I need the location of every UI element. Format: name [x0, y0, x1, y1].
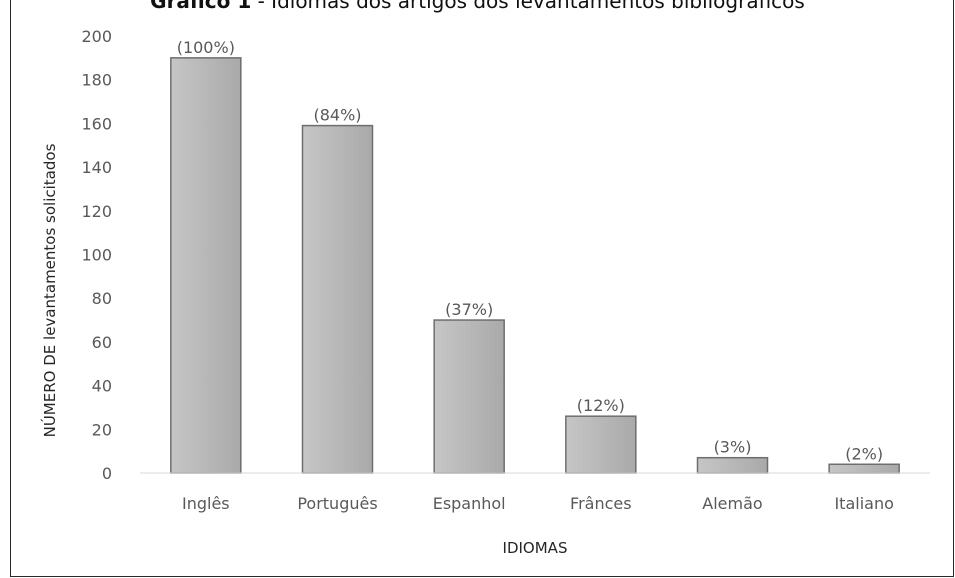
y-tick-label: 80	[92, 289, 112, 308]
bar	[828, 463, 900, 474]
y-tick-label: 0	[102, 464, 112, 483]
bar-data-label: (2%)	[845, 444, 883, 463]
bars	[170, 57, 900, 474]
y-tick-label: 20	[92, 420, 112, 439]
x-axis-title: IDIOMAS	[503, 539, 568, 557]
y-tick-label: 140	[81, 158, 112, 177]
chart-title-prefix: Gráfico 1	[150, 0, 252, 13]
x-axis-categories: Inglês Português Espanhol Frânces Alemão Ital…	[182, 494, 894, 513]
x-category-label: Espanhol	[433, 494, 506, 513]
x-category-label: Italiano	[834, 494, 893, 513]
y-tick-label: 40	[92, 377, 112, 396]
bar	[696, 456, 769, 474]
chart-title-text: - Idiomas dos artigos dos levantamentos …	[251, 0, 805, 13]
bar-data-label: (100%)	[177, 38, 235, 57]
bar	[170, 57, 242, 474]
bar	[433, 319, 505, 474]
bar-data-label: (84%)	[313, 106, 361, 125]
y-tick-label: 120	[81, 202, 112, 221]
y-tick-label: 180	[81, 71, 112, 90]
chart-frame	[10, 0, 954, 577]
x-category-label: Alemão	[702, 494, 762, 513]
chart-title: Gráfico 1 - Idiomas dos artigos dos leva…	[0, 0, 955, 11]
y-tick-label: 60	[92, 333, 112, 352]
bar	[565, 415, 637, 474]
bar-data-label: (37%)	[445, 300, 493, 319]
y-tick-label: 100	[81, 246, 112, 265]
y-tick-label: 160	[81, 114, 112, 133]
data-labels: (100%) (84%) (37%) (12%) (3%) (2%)	[177, 38, 883, 463]
bar-data-label: (3%)	[714, 438, 752, 457]
bar	[301, 124, 374, 474]
y-tick-label: 200	[81, 27, 112, 46]
x-category-label: Frânces	[570, 494, 632, 513]
y-axis-ticks: 0 20 40 60 80 100 120 140 160 180 200	[81, 27, 112, 483]
x-category-label: Inglês	[182, 494, 230, 513]
bar-data-label: (12%)	[577, 396, 625, 415]
x-category-label: Português	[297, 494, 377, 513]
y-axis-title: NÚMERO DE levantamentos solicitados	[40, 143, 59, 437]
